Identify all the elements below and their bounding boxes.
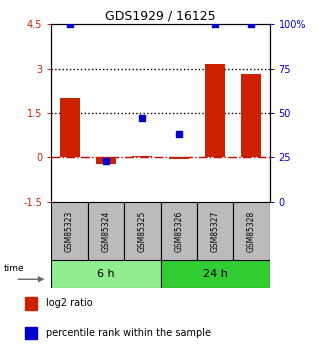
Bar bbox=[233, 202, 270, 260]
Point bbox=[140, 116, 145, 121]
Text: 24 h: 24 h bbox=[203, 269, 228, 279]
Point bbox=[67, 21, 72, 27]
Bar bbox=[124, 202, 160, 260]
Text: 6 h: 6 h bbox=[97, 269, 115, 279]
Text: GSM85326: GSM85326 bbox=[174, 210, 183, 252]
Text: log2 ratio: log2 ratio bbox=[46, 298, 92, 308]
Bar bbox=[197, 202, 233, 260]
Point bbox=[213, 21, 218, 27]
Text: GSM85327: GSM85327 bbox=[211, 210, 220, 252]
Point bbox=[103, 158, 108, 164]
Bar bbox=[160, 202, 197, 260]
Bar bbox=[205, 64, 225, 157]
Text: GSM85323: GSM85323 bbox=[65, 210, 74, 252]
Bar bbox=[96, 157, 116, 164]
Text: percentile rank within the sample: percentile rank within the sample bbox=[46, 328, 211, 338]
Text: GSM85325: GSM85325 bbox=[138, 210, 147, 252]
Point bbox=[249, 21, 254, 27]
Bar bbox=[51, 260, 160, 288]
Bar bbox=[25, 297, 37, 310]
Bar bbox=[88, 202, 124, 260]
Title: GDS1929 / 16125: GDS1929 / 16125 bbox=[105, 10, 216, 23]
Bar bbox=[60, 98, 80, 157]
Text: time: time bbox=[4, 264, 25, 273]
Text: GSM85328: GSM85328 bbox=[247, 210, 256, 252]
Point bbox=[176, 131, 181, 137]
Bar bbox=[132, 156, 152, 157]
Text: GSM85324: GSM85324 bbox=[101, 210, 110, 252]
Bar bbox=[160, 260, 270, 288]
Bar bbox=[51, 202, 88, 260]
Bar bbox=[25, 327, 37, 339]
Bar bbox=[241, 75, 261, 157]
Bar bbox=[169, 157, 189, 159]
